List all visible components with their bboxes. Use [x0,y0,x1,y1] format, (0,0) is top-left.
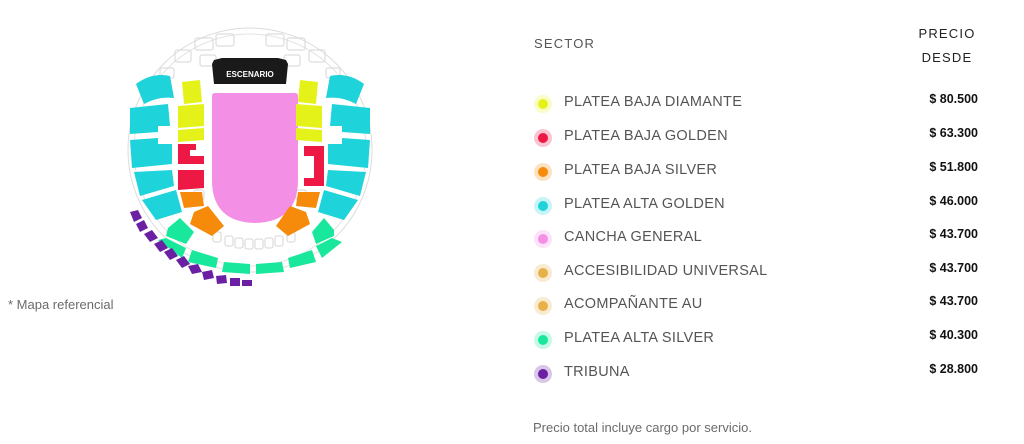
price-row-acompanante-au[interactable]: ACOMPAÑANTE AU $ 43.700 [534,294,984,318]
sector-name: ACCESIBILIDAD UNIVERSAL [564,263,768,279]
section-platea-baja-golden[interactable] [178,144,324,190]
color-dot-icon [534,331,552,349]
sector-name: PLATEA BAJA SILVER [564,162,718,178]
lower-outline-sections [212,231,296,250]
service-charge-note: Precio total incluye cargo por servicio. [533,420,752,435]
sector-price: $ 63.300 [929,126,978,140]
sector-name: PLATEA ALTA GOLDEN [564,196,725,212]
sector-price: $ 43.700 [929,261,978,275]
sector-price: $ 51.800 [929,160,978,174]
price-row-platea-baja-golden[interactable]: PLATEA BAJA GOLDEN $ 63.300 [534,126,984,150]
sector-name: TRIBUNA [564,364,630,380]
price-header-line-1: PRECIO [918,26,976,41]
sector-name: PLATEA ALTA SILVER [564,330,715,346]
sector-name: PLATEA BAJA DIAMANTE [564,94,743,110]
sector-price: $ 46.000 [929,194,978,208]
venue-map: ESCENARIO [127,27,373,286]
price-row-accesibilidad-universal[interactable]: ACCESIBILIDAD UNIVERSAL $ 43.700 [534,261,984,285]
sector-price: $ 43.700 [929,227,978,241]
color-dot-icon [534,297,552,315]
price-row-platea-alta-golden[interactable]: PLATEA ALTA GOLDEN $ 46.000 [534,194,984,218]
price-row-cancha-general[interactable]: CANCHA GENERAL $ 43.700 [534,227,984,251]
sector-price: $ 28.800 [929,362,978,376]
color-dot-icon [534,264,552,282]
section-platea-baja-silver[interactable] [180,192,320,236]
price-column-header: PRECIO DESDE [912,22,982,70]
section-tribuna[interactable] [130,210,252,286]
price-header-line-2: DESDE [921,50,973,65]
stage-label: ESCENARIO [226,70,274,79]
color-dot-icon [534,365,552,383]
map-reference-note: * Mapa referencial [8,297,114,312]
sector-name: CANCHA GENERAL [564,229,702,245]
color-dot-icon [534,163,552,181]
section-platea-alta-silver[interactable] [158,218,342,274]
section-platea-baja-diamante[interactable] [178,80,322,142]
sector-name: PLATEA BAJA GOLDEN [564,128,728,144]
sector-column-header: SECTOR [534,36,596,51]
section-platea-alta-golden[interactable] [130,75,370,220]
sector-price: $ 80.500 [929,92,978,106]
price-row-platea-alta-silver[interactable]: PLATEA ALTA SILVER $ 40.300 [534,328,984,352]
color-dot-icon [534,95,552,113]
color-dot-icon [534,197,552,215]
color-dot-icon [534,129,552,147]
price-row-platea-baja-diamante[interactable]: PLATEA BAJA DIAMANTE $ 80.500 [534,92,984,116]
price-row-tribuna[interactable]: TRIBUNA $ 28.800 [534,362,984,386]
sector-price: $ 43.700 [929,294,978,308]
stage: ESCENARIO [212,58,288,84]
section-cancha-general[interactable] [212,93,298,223]
sector-price: $ 40.300 [929,328,978,342]
color-dot-icon [534,230,552,248]
price-row-platea-baja-silver[interactable]: PLATEA BAJA SILVER $ 51.800 [534,160,984,184]
sector-name: ACOMPAÑANTE AU [564,296,703,312]
